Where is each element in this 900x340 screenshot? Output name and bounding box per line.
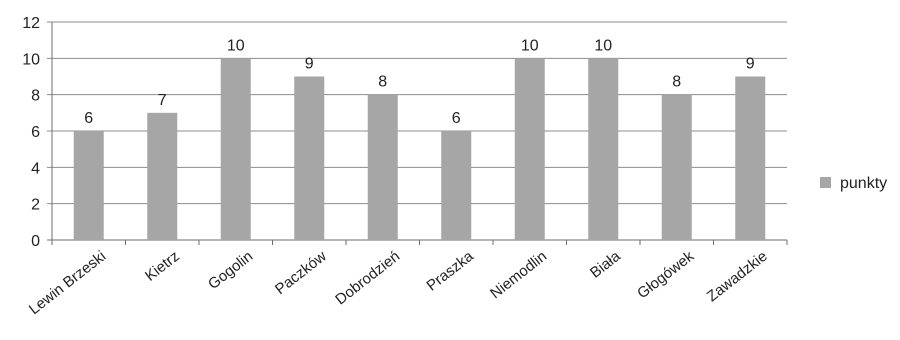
data-label: 10 bbox=[521, 37, 539, 54]
legend-swatch bbox=[820, 177, 831, 188]
legend: punkty bbox=[820, 175, 887, 192]
y-axis-ticks: 0 2 4 6 8 10 12 bbox=[22, 15, 40, 250]
x-axis bbox=[51, 22, 788, 245]
x-tick-label: Biała bbox=[587, 247, 624, 281]
bar bbox=[147, 112, 178, 240]
bar bbox=[367, 94, 398, 241]
y-tick-label: 2 bbox=[31, 197, 40, 214]
y-tick-label: 10 bbox=[22, 51, 40, 68]
bar bbox=[661, 94, 692, 241]
y-tick-label: 4 bbox=[31, 160, 40, 177]
x-tick-label: Dobrodzień bbox=[332, 248, 403, 309]
legend-label: punkty bbox=[840, 175, 887, 192]
bars bbox=[73, 58, 766, 241]
data-label: 7 bbox=[158, 92, 167, 109]
data-label: 6 bbox=[452, 110, 461, 127]
data-label: 10 bbox=[227, 37, 245, 54]
y-tick-label: 8 bbox=[31, 88, 40, 105]
bar bbox=[514, 58, 545, 241]
x-tick-label: Lewin Brzeski bbox=[26, 248, 109, 318]
data-label: 9 bbox=[746, 56, 755, 73]
data-label: 10 bbox=[594, 37, 612, 54]
data-label: 6 bbox=[84, 110, 93, 127]
y-tick-label: 0 bbox=[31, 233, 40, 250]
bar bbox=[588, 58, 619, 241]
data-label: 9 bbox=[305, 56, 314, 73]
x-axis-labels: Lewin Brzeski Kietrz Gogolin Paczków Dobrodz… bbox=[26, 247, 771, 318]
x-tick-label: Zawadzkie bbox=[704, 248, 771, 306]
bar bbox=[73, 131, 104, 240]
x-tick-label: Niemodlin bbox=[487, 248, 550, 302]
x-tick-label: Gogolin bbox=[205, 248, 256, 293]
y-tick-label: 12 bbox=[22, 15, 40, 32]
bar bbox=[220, 58, 251, 241]
x-tick-label: Kietrz bbox=[142, 248, 183, 285]
bar bbox=[441, 131, 472, 240]
data-labels: 6 7 10 9 8 6 10 10 8 9 bbox=[84, 37, 755, 127]
x-tick-label: Praszka bbox=[424, 247, 478, 294]
y-tick-label: 6 bbox=[31, 124, 40, 141]
x-tick-label: Paczków bbox=[272, 248, 330, 298]
data-label: 8 bbox=[672, 74, 681, 91]
bar bbox=[735, 76, 766, 240]
data-label: 8 bbox=[378, 74, 387, 91]
bar bbox=[294, 76, 325, 240]
x-tick-label: Głogówek bbox=[634, 247, 697, 302]
